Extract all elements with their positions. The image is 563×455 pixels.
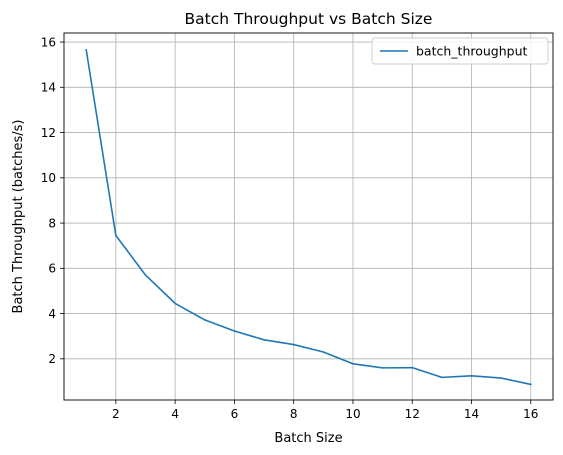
- data-point: [85, 49, 88, 51]
- legend-label: batch_throughput: [416, 44, 528, 59]
- data-point: [381, 367, 384, 369]
- x-tick-label: 4: [171, 407, 179, 421]
- data-point: [292, 343, 295, 346]
- y-axis-label: Batch Throughput (batches/s): [11, 120, 26, 314]
- x-tick-label: 2: [112, 407, 120, 421]
- data-point: [352, 363, 354, 365]
- data-point: [115, 234, 117, 237]
- x-axis-label: Batch Size: [274, 431, 342, 446]
- y-tick-label: 10: [41, 171, 56, 185]
- x-tick-label: 10: [345, 407, 360, 421]
- data-point: [263, 339, 265, 341]
- legend-box: [371, 37, 549, 65]
- series-line-batch_throughput: [85, 49, 532, 386]
- ticks: 2 4 6 8 10 12 14 16 2 4 6 8 10 12 14 16: [41, 35, 539, 421]
- y-tick-label: 4: [48, 307, 56, 321]
- data-point: [322, 351, 325, 353]
- data-point: [174, 302, 176, 305]
- grid: [64, 33, 553, 400]
- data-point: [144, 274, 147, 276]
- plot-frame: [63, 32, 554, 401]
- y-tick-label: 16: [41, 35, 56, 49]
- data-point: [441, 376, 443, 379]
- x-tick-label: 8: [290, 407, 298, 421]
- data-point: [500, 377, 502, 379]
- legend: batch_throughput: [371, 37, 549, 65]
- y-tick-label: 8: [48, 216, 56, 230]
- x-tick-label: 16: [523, 407, 538, 421]
- y-tick-label: 12: [41, 126, 56, 140]
- chart-title: Batch Throughput vs Batch Size: [185, 10, 433, 28]
- x-tick-label: 6: [231, 407, 239, 421]
- y-tick-label: 6: [48, 262, 56, 276]
- data-point: [411, 366, 414, 369]
- series-layer: [85, 49, 532, 386]
- data-point: [233, 330, 236, 332]
- y-tick-label: 2: [48, 352, 56, 366]
- data-point: [203, 319, 206, 321]
- data-point: [470, 374, 473, 377]
- x-tick-label: 12: [405, 407, 420, 421]
- data-point: [529, 383, 532, 386]
- y-tick-label: 14: [41, 81, 56, 95]
- x-tick-label: 14: [464, 407, 479, 421]
